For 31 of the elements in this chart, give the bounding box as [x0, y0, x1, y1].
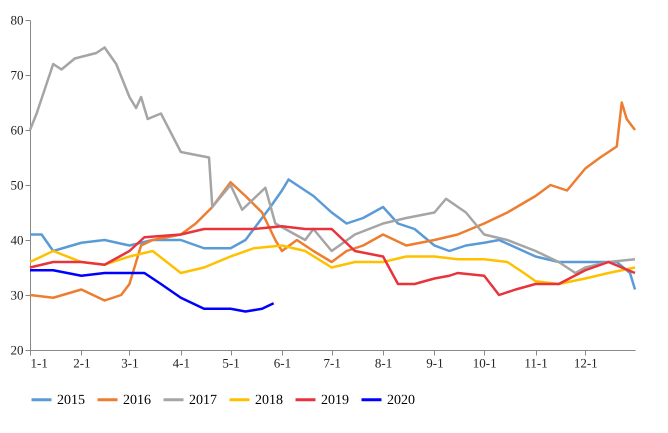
- x-tick-label: 10-1: [472, 356, 497, 370]
- x-tick-label: 1-1: [30, 356, 48, 370]
- legend-label: 2020: [387, 392, 415, 408]
- line-series: [28, 269, 275, 313]
- legend-label: 2015: [57, 392, 85, 408]
- legend-label: 2016: [123, 392, 151, 408]
- legend-label: 2019: [321, 392, 349, 408]
- x-tick-label: 8-1: [374, 356, 392, 370]
- y-tick-label: 60: [10, 122, 24, 138]
- y-tick-label: 80: [10, 12, 24, 28]
- x-tick-label: 2-1: [73, 356, 91, 370]
- y-tick-label: 50: [10, 178, 24, 192]
- line-series: [28, 244, 636, 286]
- x-tick-label: 3-1: [121, 356, 139, 370]
- line-series: [28, 101, 636, 302]
- x-tick-label: 9-1: [426, 356, 444, 370]
- line-series: [28, 225, 636, 296]
- x-tick-label: 4-1: [172, 356, 190, 370]
- x-tick-label: 6-1: [274, 356, 292, 370]
- y-tick-label: 20: [10, 342, 24, 358]
- x-tick-label: 12-1: [574, 356, 598, 370]
- line-series: [28, 178, 636, 291]
- y-tick-label: 70: [10, 68, 24, 82]
- legend-label: 2017: [189, 392, 217, 408]
- x-tick-label: 11-1: [524, 356, 548, 370]
- x-tick-label: 5-1: [222, 356, 240, 370]
- legend-label: 2018: [255, 392, 283, 408]
- y-tick-label: 40: [10, 232, 24, 248]
- y-tick-label: 30: [10, 288, 24, 302]
- line-series: [28, 46, 636, 274]
- x-tick-label: 7-1: [324, 356, 341, 370]
